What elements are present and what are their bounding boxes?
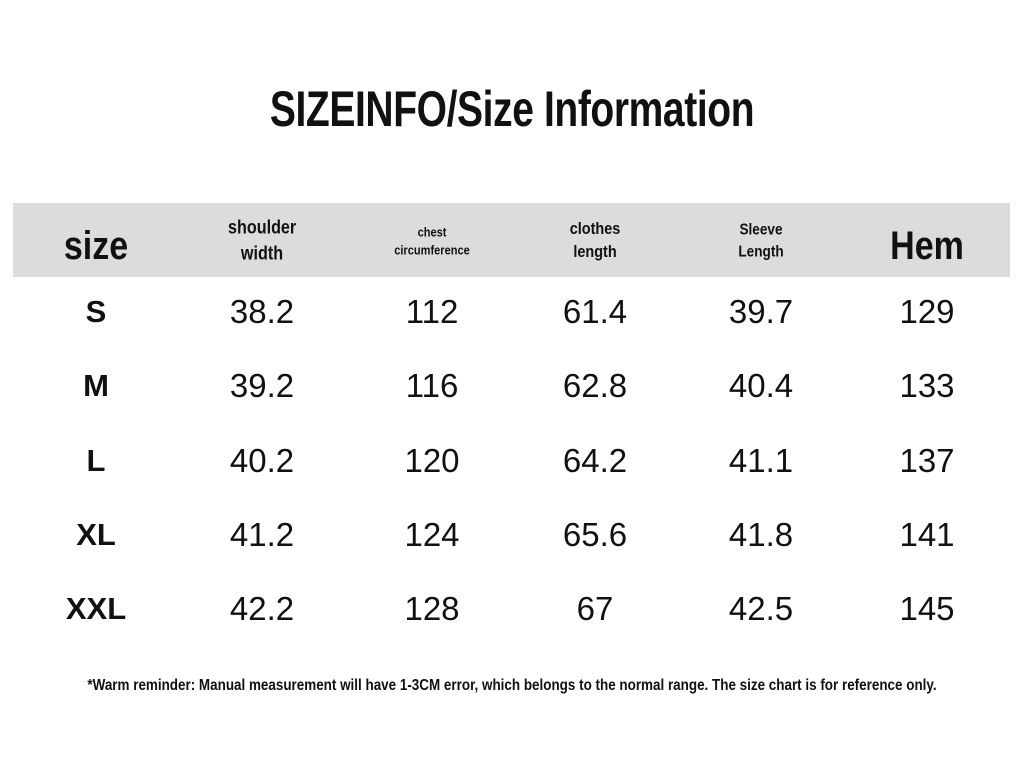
measurement: 38.2: [229, 293, 295, 330]
measurement: 42.5: [728, 590, 794, 628]
size-label: XXL: [65, 591, 127, 627]
footnote: *Warm reminder: Manual measurement will …: [87, 677, 937, 694]
measurement: 112: [405, 293, 459, 330]
column-header: shoulder width: [228, 217, 297, 264]
column-header: size: [63, 224, 129, 268]
column-header: clothes length: [569, 219, 621, 261]
measurement: 65.6: [562, 515, 628, 553]
measurement: 137: [899, 441, 955, 479]
size-label: L: [86, 442, 106, 478]
measurement: 129: [899, 293, 955, 330]
measurement: 145: [899, 590, 955, 628]
size-label: M: [83, 368, 109, 404]
column-header: Hem: [890, 224, 964, 268]
header-band: [13, 203, 1010, 277]
title: SIZEINFO/Size Information: [269, 81, 755, 137]
measurement: 42.2: [229, 590, 295, 628]
measurement: 133: [899, 367, 955, 405]
measurement: 128: [404, 590, 460, 628]
measurement: 61.4: [562, 293, 628, 330]
measurement: 141: [899, 515, 955, 553]
column-header: Sleeve Length: [738, 221, 784, 260]
measurement: 40.4: [728, 367, 794, 405]
measurement: 67: [576, 590, 614, 628]
measurement: 116: [405, 367, 459, 405]
measurement: 39.7: [728, 293, 794, 330]
measurement: 120: [404, 441, 460, 479]
measurement: 41.1: [728, 441, 794, 479]
measurement: 39.2: [229, 367, 295, 405]
measurement: 41.2: [229, 515, 295, 553]
size-label: XL: [76, 516, 116, 552]
measurement: 40.2: [229, 441, 295, 479]
measurement: 124: [404, 515, 460, 553]
column-header: chest circumference: [394, 224, 470, 257]
measurement: 64.2: [562, 441, 628, 479]
measurement: 62.8: [562, 367, 628, 405]
size-label: S: [85, 294, 107, 329]
measurement: 41.8: [728, 515, 794, 553]
